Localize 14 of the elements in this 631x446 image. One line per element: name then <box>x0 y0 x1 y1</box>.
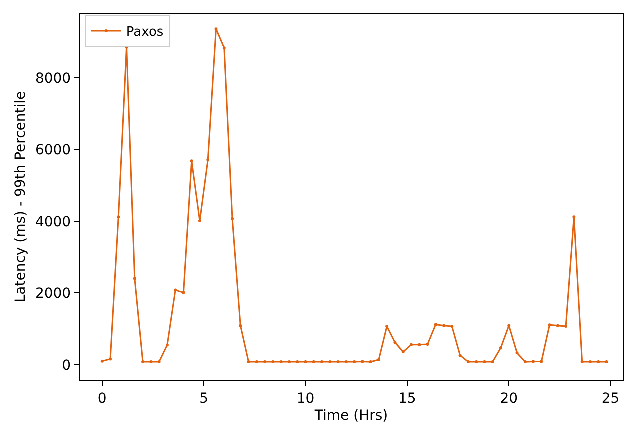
y-axis-title: Latency (ms) - 99th Percentile <box>13 91 30 303</box>
legend-label: Paxos <box>126 25 164 40</box>
y-tick-label: 8000 <box>35 70 72 87</box>
y-tick-label: 4000 <box>35 214 72 230</box>
x-tick-label: 15 <box>398 390 416 407</box>
x-axis-title: Time (Hrs) <box>314 408 388 424</box>
x-tick-label: 5 <box>200 390 209 407</box>
x-tick-label: 10 <box>296 390 315 407</box>
x-tick-label: 0 <box>98 390 107 407</box>
x-tick-label: 20 <box>500 390 518 407</box>
y-tick-label: 2000 <box>35 286 72 302</box>
y-tick-label: 6000 <box>35 142 72 159</box>
y-tick-label: 0 <box>62 358 72 374</box>
x-tick-label: 25 <box>602 390 620 407</box>
